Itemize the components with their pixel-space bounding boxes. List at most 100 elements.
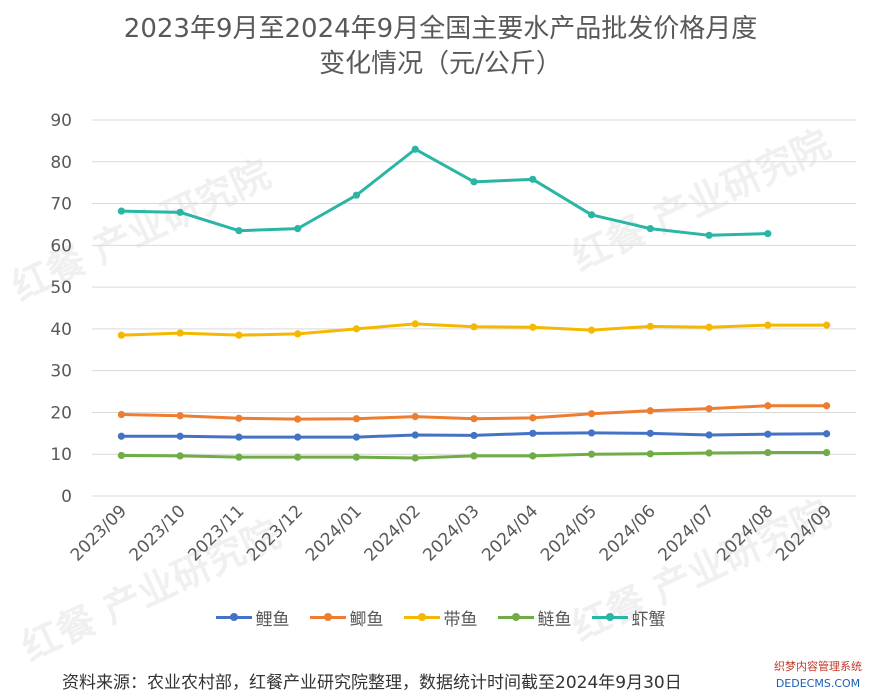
data-point bbox=[529, 323, 537, 331]
x-tick-label: 2024/03 bbox=[419, 501, 483, 565]
grid-lines bbox=[92, 119, 856, 497]
series-带鱼 bbox=[117, 320, 831, 339]
data-point bbox=[470, 415, 478, 423]
data-point bbox=[411, 454, 419, 462]
x-tick-label: 2023/10 bbox=[126, 501, 190, 565]
data-point bbox=[117, 451, 125, 460]
data-point bbox=[411, 413, 419, 421]
y-tick-label: 40 bbox=[50, 320, 72, 340]
series-虾蟹 bbox=[117, 145, 772, 239]
data-point bbox=[764, 402, 772, 410]
series-line bbox=[119, 147, 770, 237]
data-point bbox=[646, 322, 654, 330]
data-point bbox=[529, 175, 537, 183]
legend-label: 带鱼 bbox=[443, 609, 478, 630]
x-tick-label: 2023/09 bbox=[67, 501, 131, 565]
data-point bbox=[529, 429, 537, 437]
x-tick-label: 2023/11 bbox=[184, 501, 248, 565]
legend-item: 鲢鱼 bbox=[497, 605, 572, 630]
legend-item: 带鱼 bbox=[403, 605, 478, 630]
data-point bbox=[176, 412, 184, 420]
data-point bbox=[470, 323, 478, 331]
y-tick-label: 80 bbox=[50, 153, 72, 173]
series-鲫鱼 bbox=[117, 402, 831, 423]
data-point bbox=[646, 225, 654, 233]
site-badge: 织梦内容管理系统 DEDECMS.COM bbox=[759, 658, 877, 694]
data-point bbox=[587, 450, 596, 458]
data-point bbox=[470, 431, 478, 440]
data-point bbox=[352, 433, 361, 441]
x-tick-label: 2024/05 bbox=[537, 501, 601, 565]
legend-label: 虾蟹 bbox=[631, 609, 666, 630]
data-point bbox=[117, 207, 125, 215]
data-point bbox=[587, 410, 596, 418]
data-point bbox=[823, 321, 831, 329]
legend-swatch bbox=[403, 612, 440, 622]
data-point bbox=[352, 453, 361, 461]
badge-line-1: 织梦内容管理系统 bbox=[774, 660, 862, 673]
data-point bbox=[705, 405, 713, 413]
data-point bbox=[705, 449, 713, 457]
data-point bbox=[235, 453, 243, 461]
data-point bbox=[823, 430, 831, 438]
legend-item: 虾蟹 bbox=[591, 605, 666, 630]
data-point bbox=[352, 415, 361, 423]
series-lines bbox=[117, 145, 831, 462]
source-footnote: 资料来源：农业农村部，红餐产业研究院整理，数据统计时间截至2024年9月30日 bbox=[62, 673, 682, 693]
data-point bbox=[176, 329, 184, 337]
series-鲤鱼 bbox=[117, 429, 831, 441]
data-point bbox=[235, 414, 243, 422]
x-tick-label: 2024/04 bbox=[478, 501, 542, 565]
legend-item: 鲤鱼 bbox=[215, 605, 290, 630]
legend-swatch bbox=[215, 612, 252, 622]
data-point bbox=[764, 448, 772, 457]
legend-swatch bbox=[591, 612, 628, 622]
data-point bbox=[646, 429, 654, 437]
x-tick-label: 2023/12 bbox=[243, 501, 307, 565]
legend-label: 鲢鱼 bbox=[537, 609, 572, 630]
data-point bbox=[352, 325, 361, 333]
data-point bbox=[294, 453, 302, 461]
y-tick-label: 20 bbox=[50, 403, 72, 423]
data-point bbox=[117, 410, 125, 419]
y-tick-label: 30 bbox=[50, 362, 72, 382]
data-point bbox=[470, 178, 478, 186]
data-point bbox=[294, 330, 302, 338]
x-tick-label: 2024/02 bbox=[361, 501, 425, 565]
data-point bbox=[587, 211, 596, 219]
badge-line-2: DEDECMS.COM bbox=[775, 677, 861, 690]
data-point bbox=[411, 320, 419, 328]
x-tick-label: 2024/07 bbox=[655, 501, 719, 565]
y-tick-label: 0 bbox=[61, 487, 72, 507]
data-point bbox=[764, 321, 772, 329]
data-point bbox=[294, 415, 302, 423]
data-point bbox=[764, 430, 772, 438]
data-point bbox=[705, 323, 713, 331]
data-point bbox=[411, 431, 419, 439]
data-point bbox=[235, 227, 243, 235]
data-point bbox=[176, 208, 184, 216]
data-point bbox=[823, 402, 831, 410]
chart-title-line-1: 2023年9月至2024年9月全国主要水产品批发价格月度 bbox=[123, 14, 758, 44]
x-tick-label: 2024/01 bbox=[302, 501, 366, 565]
data-point bbox=[823, 448, 831, 457]
data-point bbox=[235, 433, 243, 441]
y-tick-label: 10 bbox=[50, 445, 72, 465]
legend-swatch bbox=[497, 612, 534, 622]
y-tick-label: 70 bbox=[50, 195, 72, 215]
x-tick-label: 2024/09 bbox=[772, 501, 836, 565]
data-point bbox=[176, 432, 184, 440]
chart-title: 2023年9月至2024年9月全国主要水产品批发价格月度 变化情况（元/公斤） bbox=[0, 12, 881, 82]
x-tick-label: 2024/06 bbox=[596, 501, 660, 565]
x-axis-tick-labels: 2023/092023/102023/112023/122024/012024/… bbox=[67, 501, 836, 565]
chart-title-line-2: 变化情况（元/公斤） bbox=[319, 49, 562, 79]
series-鲢鱼 bbox=[117, 448, 831, 462]
data-point bbox=[294, 225, 302, 233]
data-point bbox=[646, 407, 654, 415]
data-point bbox=[294, 433, 302, 441]
data-point bbox=[352, 191, 361, 199]
legend: 鲤鱼 鲫鱼 带鱼 鲢鱼 虾蟹 bbox=[0, 603, 881, 631]
y-tick-label: 60 bbox=[50, 236, 72, 256]
data-point bbox=[235, 331, 243, 339]
